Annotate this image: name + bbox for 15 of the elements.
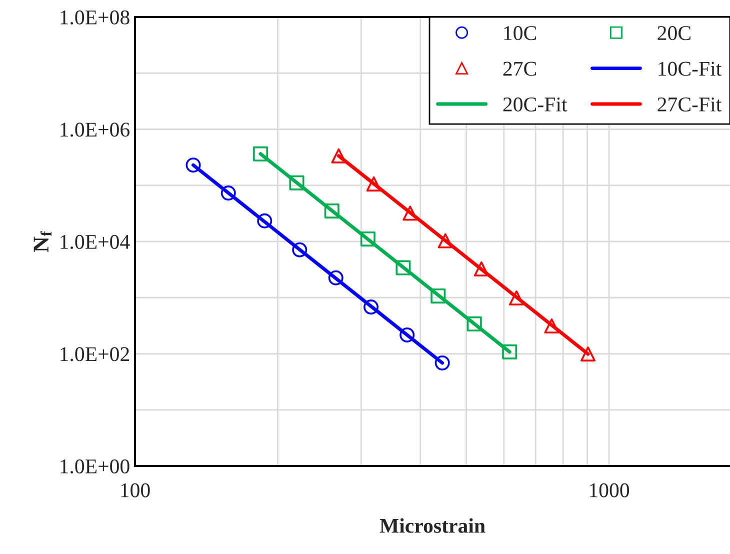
y-tick-label: 1.0E+02: [60, 347, 129, 362]
y-axis-title: N$_{f}$: [34, 230, 52, 252]
y-tick-label: 1.0E+04: [60, 234, 130, 250]
x-tick-label: 100: [121, 483, 150, 498]
legend-label: 10C-Fit: [658, 62, 722, 76]
y-tick-label: 1.0E+00: [60, 459, 130, 474]
y-tick-label: 1.0E+08: [60, 10, 130, 25]
legend-label: 27C: [503, 62, 536, 76]
legend-label: 20C-Fit: [503, 97, 568, 112]
legend-label: 20C: [658, 26, 690, 40]
x-axis-title: Microstrain: [380, 518, 486, 533]
x-tick-label: 1000: [590, 483, 630, 498]
legend-label: 27C-Fit: [658, 97, 722, 112]
legend-label: 10C: [504, 26, 536, 40]
y-tick-label: 1.0E+06: [60, 122, 130, 137]
